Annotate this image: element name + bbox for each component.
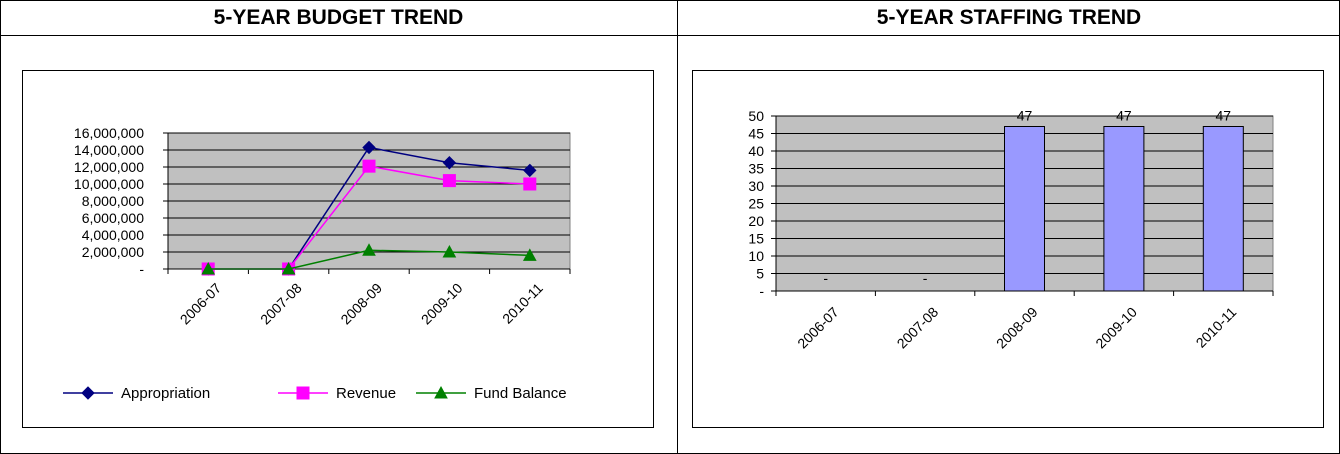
staffing-y-tick-label: -: [759, 283, 764, 299]
budget-line-chart: -2,000,0004,000,0006,000,0008,000,00010,…: [63, 125, 571, 402]
budget-y-tick-label: 4,000,000: [82, 227, 144, 243]
budget-data-point: [523, 163, 537, 178]
staffing-data-label: -: [923, 270, 928, 286]
legend-label: Revenue: [336, 385, 396, 402]
staffing-y-tick-label: 30: [748, 178, 764, 194]
staffing-y-tick-label: 35: [748, 161, 764, 177]
staffing-y-tick-label: 10: [748, 248, 764, 264]
staffing-bar: [1004, 126, 1045, 292]
staffing-x-tick-label: 2010-11: [1193, 304, 1240, 351]
budget-y-tick-label: 12,000,000: [74, 159, 144, 175]
header-rule: [0, 35, 1340, 36]
staffing-y-tick-label: 50: [748, 108, 764, 124]
budget-x-tick-label: 2009-10: [418, 280, 466, 328]
staffing-data-label: 47: [1017, 108, 1033, 124]
budget-data-point: [442, 244, 457, 258]
staffing-x-tick-label: 2006-07: [794, 304, 842, 352]
legend-label: Appropriation: [121, 385, 210, 402]
budget-y-tick-label: 2,000,000: [82, 244, 144, 260]
budget-data-point: [442, 174, 456, 188]
staffing-data-label: 47: [1216, 108, 1232, 124]
staffing-bar: [1103, 126, 1145, 292]
staffing-y-tick-label: 40: [748, 143, 764, 159]
staffing-y-tick-label: 45: [748, 126, 764, 142]
budget-x-tick-label: 2006-07: [177, 280, 225, 328]
budget-panel-title: 5-YEAR BUDGET TREND: [213, 6, 464, 29]
budget-data-point: [201, 261, 216, 275]
budget-data-point: [522, 248, 537, 261]
staffing-bar: [1202, 126, 1244, 292]
budget-x-tick-label: 2010-11: [499, 280, 546, 327]
staffing-x-tick-label: 2007-08: [894, 304, 942, 352]
staffing-y-tick-label: 5: [756, 266, 764, 282]
budget-x-tick-label: 2007-08: [257, 280, 305, 328]
budget-data-point: [523, 177, 537, 191]
legend-marker: [434, 385, 448, 399]
budget-x-tick-label: 2008-09: [337, 280, 385, 328]
budget-y-tick-label: 6,000,000: [82, 210, 144, 226]
budget-data-point: [362, 243, 376, 256]
staffing-x-tick-label: 2009-10: [1092, 304, 1140, 352]
budget-data-point: [362, 140, 376, 155]
legend-marker: [296, 386, 310, 400]
budget-chart-frame: -2,000,000 4,000,000 6,000,000 8,000,000 10,…: [22, 70, 654, 428]
staffing-y-tick-label: 15: [748, 231, 764, 247]
budget-y-tick-label: 14,000,000: [74, 142, 144, 158]
staffing-data-label: 47: [1116, 108, 1132, 124]
budget-y-tick-label: 16,000,000: [74, 125, 144, 141]
budget-data-point: [362, 159, 376, 173]
legend-label: Fund Balance: [474, 385, 567, 402]
budget-data-point: [442, 156, 457, 170]
budget-y-tick-label: -: [139, 261, 144, 277]
budget-y-tick-label: 10,000,000: [74, 176, 144, 192]
staffing-panel-title: 5-YEAR STAFFING TREND: [876, 6, 1142, 29]
staffing-data-label: -: [823, 270, 828, 286]
budget-y-tick-label: 8,000,000: [82, 193, 144, 209]
staffing-x-tick-label: 2008-09: [993, 304, 1041, 352]
staffing-y-tick-label: 20: [748, 213, 764, 229]
budget-data-point: [281, 261, 296, 275]
legend-marker: [81, 386, 95, 400]
staffing-chart-frame: -5 10 15 20 25 30 35 40 45 50- -47 47 47 2006-07 2007-…: [692, 70, 1324, 428]
staffing-y-tick-label: 25: [748, 196, 764, 212]
panel-divider: [677, 0, 678, 454]
